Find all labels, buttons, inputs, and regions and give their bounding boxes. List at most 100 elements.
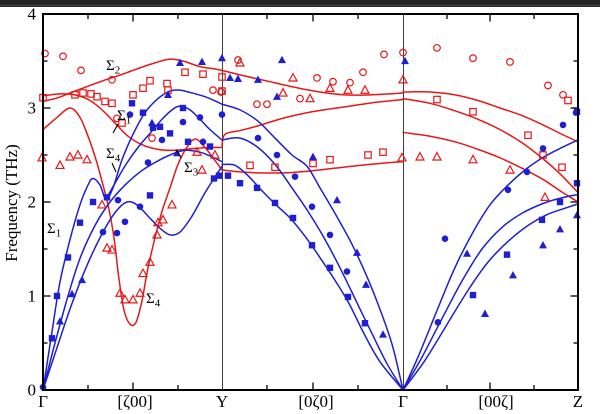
x-axis-label: Z: [573, 392, 583, 411]
x-axis-label: Γ: [38, 392, 48, 411]
filled-circle-point: [523, 168, 531, 176]
filled-triangle-point: [309, 152, 317, 160]
open-circle-point: [77, 66, 85, 75]
open-circle-point: [346, 78, 354, 87]
filled-triangle-point: [556, 224, 564, 233]
filled-square-point: [210, 175, 218, 182]
zone-boundary-lines: [222, 14, 404, 390]
open-circle-point: [296, 94, 304, 103]
filled-square-point: [89, 198, 97, 206]
open-triangle-point: [144, 256, 156, 266]
open-triangle-point: [324, 82, 336, 92]
open-triangle-point: [359, 84, 371, 94]
dispersion-curve-red: [221, 69, 404, 96]
open-square-point: [469, 107, 477, 116]
filled-triangle-point: [362, 280, 370, 288]
filled-square-point: [149, 124, 157, 131]
filled-square-point: [236, 180, 244, 187]
filled-triangle-point: [273, 92, 281, 100]
filled-circle-point: [326, 231, 334, 239]
open-triangle-point: [342, 84, 354, 94]
open-square-point: [218, 73, 226, 81]
open-triangle-point: [234, 57, 246, 67]
open-triangle-point: [72, 149, 84, 159]
filled-circle-point: [343, 268, 351, 275]
open-square-point: [129, 91, 137, 99]
branch-label: Σ4: [106, 146, 121, 165]
open-square-point: [199, 70, 207, 78]
open-circle-point: [469, 54, 477, 63]
dispersion-curve-red: [42, 107, 223, 327]
dispersion-curve-red: [221, 98, 404, 147]
dispersion-curve-red: [402, 131, 579, 203]
open-circle-point: [329, 77, 337, 86]
open-circle-point: [380, 50, 388, 59]
filled-square-point: [76, 219, 84, 226]
y-tick-label: 3: [28, 99, 37, 118]
open-circle-point: [108, 75, 116, 84]
open-circle-point: [399, 48, 407, 57]
filled-square-point: [139, 109, 147, 116]
open-square-point: [433, 95, 441, 104]
filled-square-point: [326, 264, 334, 271]
x-axis-label: [ζ00]: [117, 392, 152, 411]
open-triangle-point: [287, 72, 299, 82]
filled-triangle-point: [218, 53, 226, 62]
open-circle-point: [209, 86, 217, 95]
branch-label-pointer: [112, 123, 119, 134]
open-circle-point: [217, 88, 225, 96]
filled-square-point: [289, 214, 297, 222]
filled-square-point: [64, 254, 72, 261]
dispersion-curve-red: [42, 58, 223, 103]
open-square-point: [146, 76, 154, 85]
open-square-point: [539, 151, 547, 159]
open-triangle-point: [54, 159, 66, 170]
y-tick-labels: 0 1 2 3 4: [28, 5, 37, 400]
filled-square-point: [503, 251, 511, 258]
filled-circle-point: [441, 235, 449, 242]
filled-square-point: [253, 184, 261, 192]
dispersion-curve-blue: [402, 193, 579, 391]
filled-square-point: [224, 172, 232, 179]
dispersion-curve-blue: [42, 149, 223, 391]
open-square-point: [271, 163, 279, 172]
filled-square-point: [215, 172, 223, 179]
open-square-point: [139, 84, 147, 93]
dispersion-curve-red: [402, 91, 579, 143]
open-square-point: [101, 97, 109, 106]
open-circle-point: [559, 90, 567, 99]
top-border-bar: [0, 0, 600, 7]
x-axis-labels: Γ [ζ00] Y [0ζ0] Γ [00ζ] Z: [38, 392, 583, 411]
filled-triangle-point: [509, 271, 517, 279]
filled-circle-point: [273, 151, 281, 159]
dispersion-curve-blue: [42, 89, 223, 391]
open-circle-point: [148, 134, 156, 142]
open-square-point: [71, 91, 79, 99]
filled-circle-point: [114, 196, 122, 204]
filled-triangle-point: [56, 317, 64, 325]
dispersion-curve-blue: [221, 137, 404, 391]
open-triangle-point: [504, 164, 516, 174]
y-tick-label: 2: [28, 193, 37, 212]
open-square-point: [79, 89, 87, 97]
filled-square-point: [184, 138, 192, 146]
open-circle-point: [59, 52, 67, 61]
filled-square-point: [48, 335, 56, 342]
plot-frame: [42, 13, 579, 391]
open-triangle-point: [397, 74, 409, 84]
axis-ticks: [43, 13, 578, 391]
filled-triangle-point: [78, 275, 86, 284]
y-axis-title: Frequency (THz): [2, 144, 21, 262]
open-square-point: [364, 151, 372, 159]
branch-label: Σ4: [146, 291, 161, 310]
filled-square-point: [308, 242, 316, 249]
filled-circle-point: [434, 319, 442, 326]
branch-label: Σ1: [47, 221, 61, 240]
open-square-point: [218, 87, 226, 95]
filled-triangle-point: [539, 240, 547, 249]
filled-triangle-point: [463, 249, 471, 257]
open-square-point: [181, 68, 189, 77]
open-circle-point: [544, 81, 552, 90]
filled-circle-point: [99, 228, 107, 236]
